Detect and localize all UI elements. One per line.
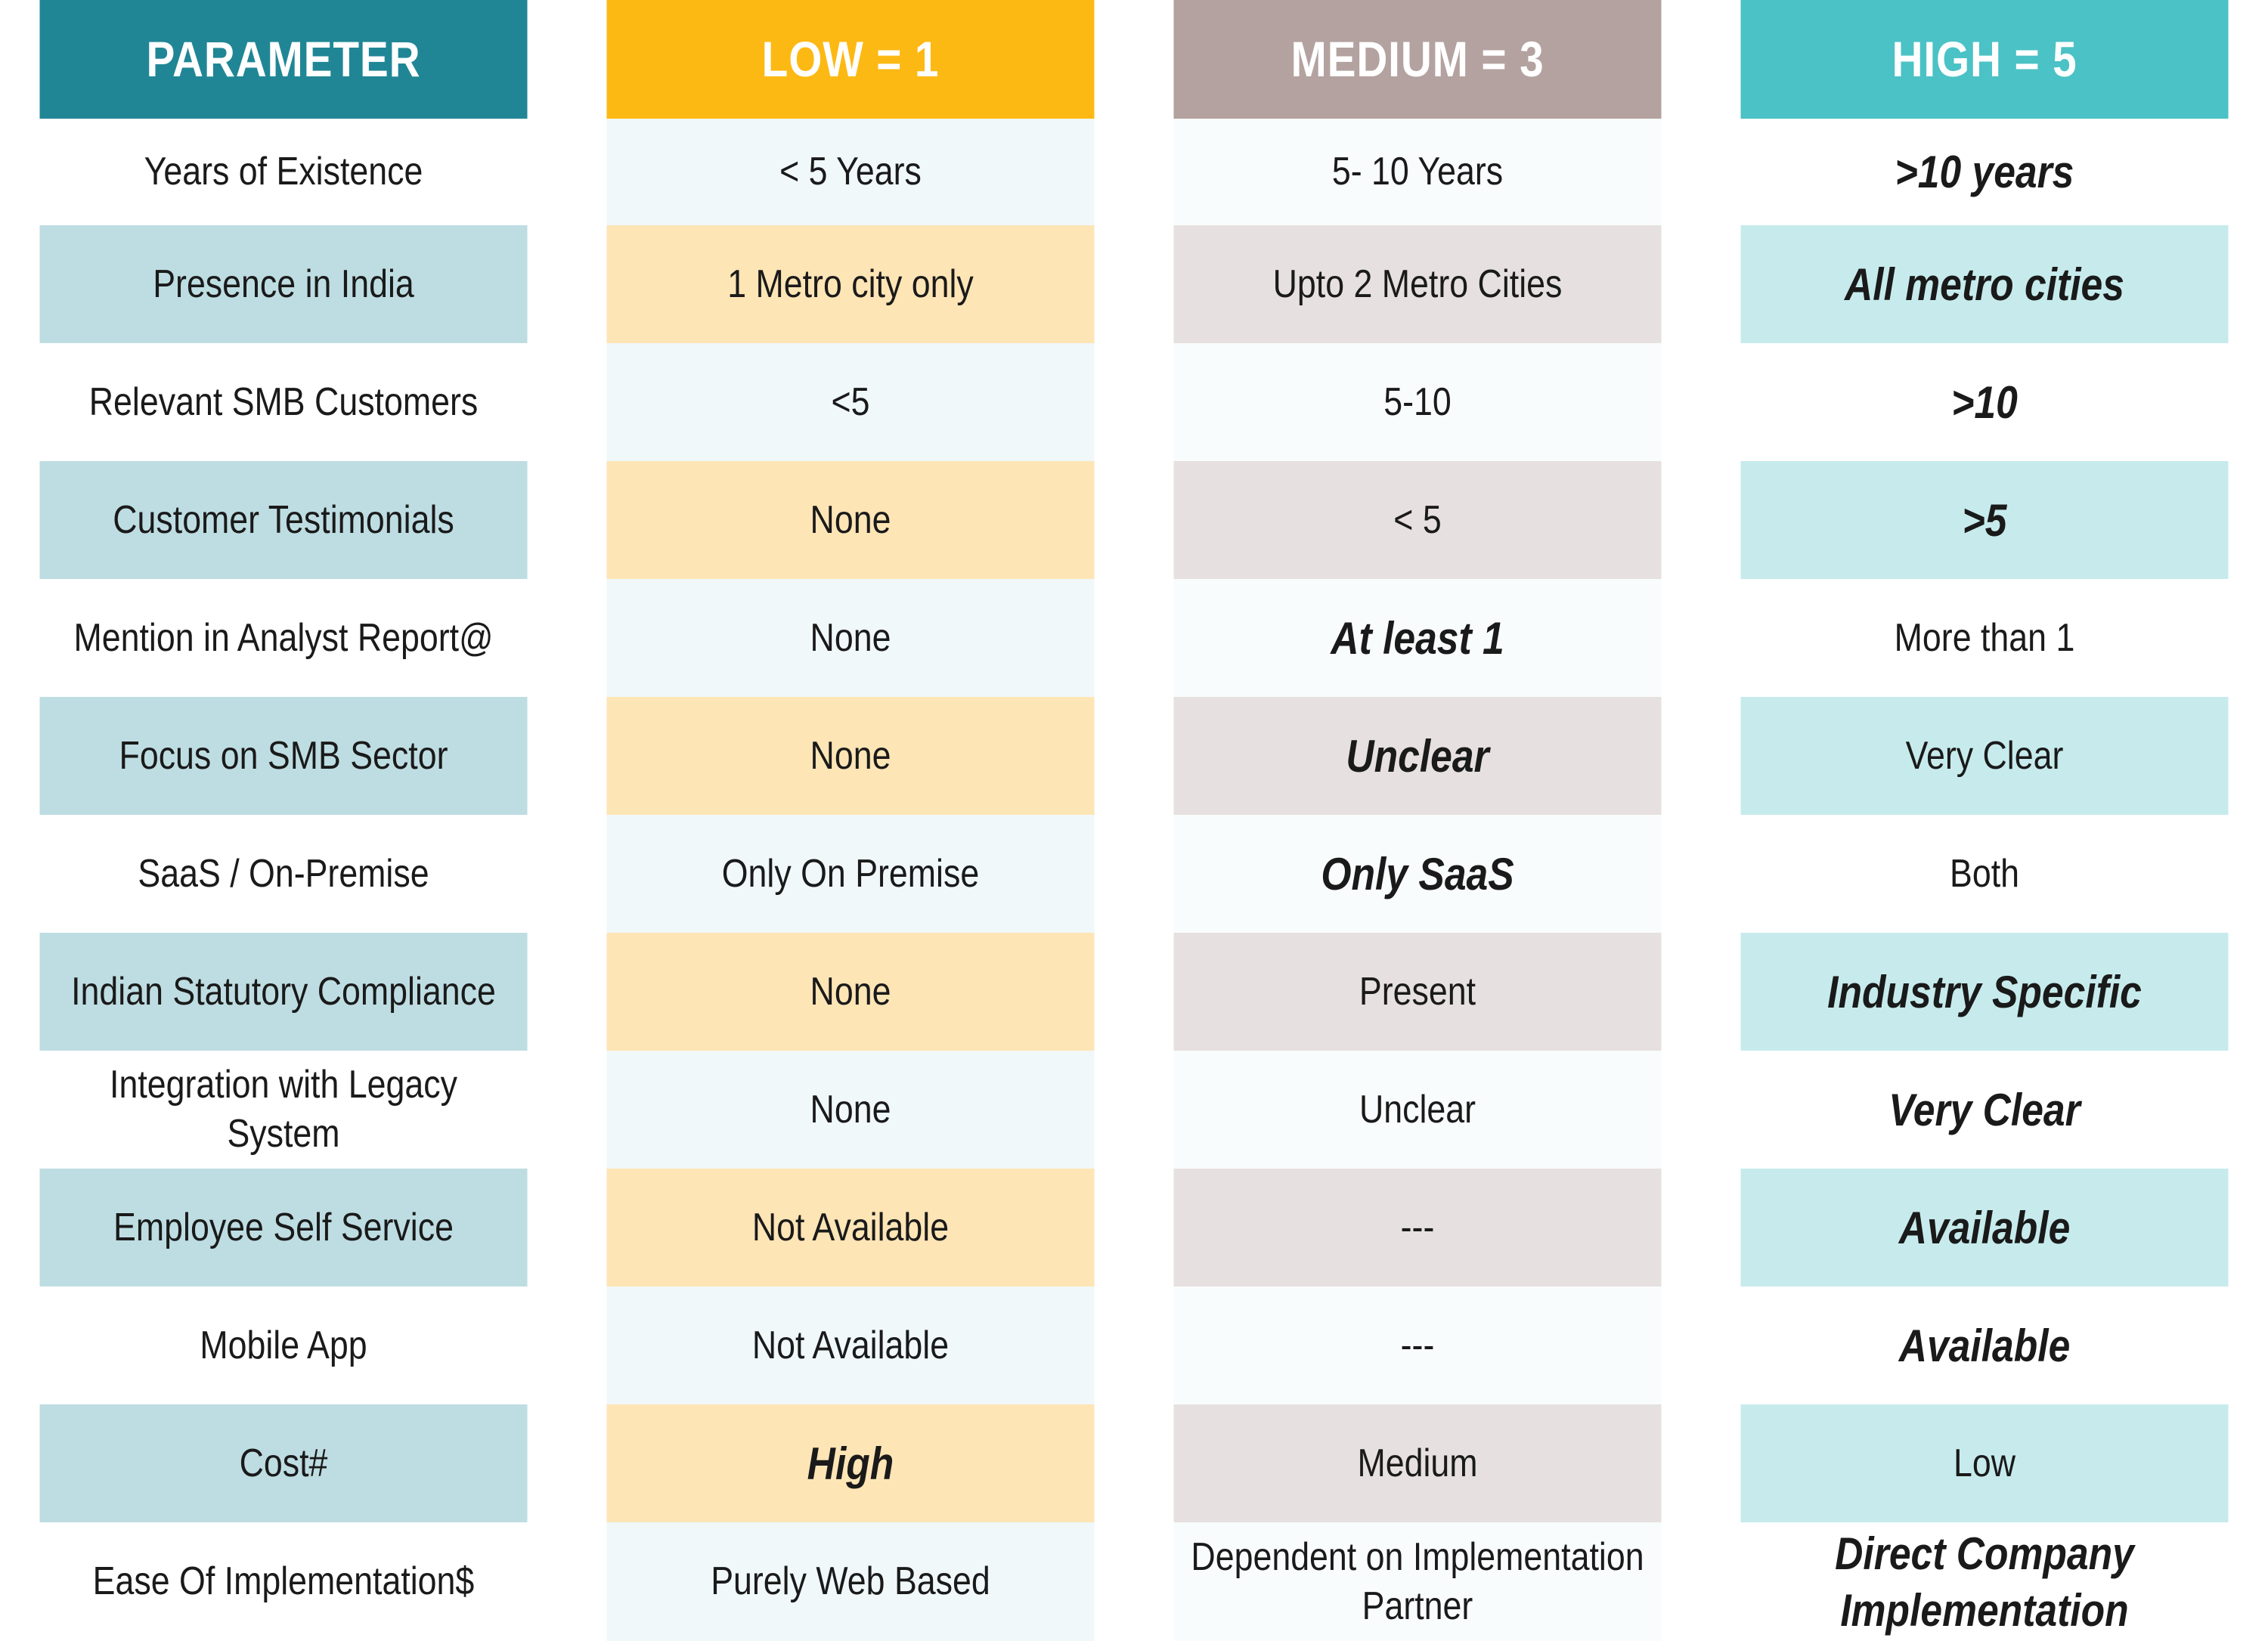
cell-low: < 5 Years	[606, 119, 1095, 225]
row-label: SaaS / On-Premise	[39, 815, 528, 933]
cell-medium: < 5	[1173, 461, 1662, 579]
cell-medium: Medium	[1173, 1404, 1662, 1522]
cell-high: Available	[1740, 1169, 2229, 1286]
row-label: Integration with Legacy System	[39, 1051, 528, 1169]
header-medium: MEDIUM = 3	[1173, 0, 1662, 119]
cell-high: >5	[1740, 461, 2229, 579]
row-label: Indian Statutory Compliance	[39, 933, 528, 1051]
cell-medium: Present	[1173, 933, 1662, 1051]
row-label: Years of Existence	[39, 119, 528, 225]
cell-medium: ---	[1173, 1169, 1662, 1286]
cell-high: All metro cities	[1740, 225, 2229, 343]
cell-high: Both	[1740, 815, 2229, 933]
cell-medium: Only SaaS	[1173, 815, 1662, 933]
cell-low: Not Available	[606, 1169, 1095, 1286]
cell-high: Direct Company Implementation	[1740, 1522, 2229, 1641]
cell-medium: At least 1	[1173, 579, 1662, 697]
cell-medium: Upto 2 Metro Cities	[1173, 225, 1662, 343]
cell-medium: Unclear	[1173, 1051, 1662, 1169]
cell-medium: 5-10	[1173, 343, 1662, 461]
cell-medium: Dependent on Implementation Partner	[1173, 1522, 1662, 1641]
row-label: Employee Self Service	[39, 1169, 528, 1286]
cell-low: Only On Premise	[606, 815, 1095, 933]
cell-medium: Unclear	[1173, 697, 1662, 815]
cell-low: None	[606, 579, 1095, 697]
cell-low: <5	[606, 343, 1095, 461]
header-parameter: PARAMETER	[39, 0, 528, 119]
cell-low: None	[606, 697, 1095, 815]
cell-high: Very Clear	[1740, 697, 2229, 815]
cell-high: Industry Specific	[1740, 933, 2229, 1051]
row-label: Mobile App	[39, 1286, 528, 1404]
row-label: Relevant SMB Customers	[39, 343, 528, 461]
cell-low: None	[606, 933, 1095, 1051]
cell-high: >10 years	[1740, 119, 2229, 225]
row-label: Customer Testimonials	[39, 461, 528, 579]
cell-low: High	[606, 1404, 1095, 1522]
header-low: LOW = 1	[606, 0, 1095, 119]
cell-high: Available	[1740, 1286, 2229, 1404]
cell-low: Purely Web Based	[606, 1522, 1095, 1641]
cell-medium: ---	[1173, 1286, 1662, 1404]
cell-medium: 5- 10 Years	[1173, 119, 1662, 225]
row-label: Presence in India	[39, 225, 528, 343]
cell-low: Not Available	[606, 1286, 1095, 1404]
cell-low: None	[606, 461, 1095, 579]
row-label: Ease Of Implementation$	[39, 1522, 528, 1641]
row-label: Focus on SMB Sector	[39, 697, 528, 815]
cell-high: More than 1	[1740, 579, 2229, 697]
cell-low: None	[606, 1051, 1095, 1169]
row-label: Cost#	[39, 1404, 528, 1522]
row-label: Mention in Analyst Report@	[39, 579, 528, 697]
cell-high: >10	[1740, 343, 2229, 461]
cell-high: Very Clear	[1740, 1051, 2229, 1169]
cell-high: Low	[1740, 1404, 2229, 1522]
cell-low: 1 Metro city only	[606, 225, 1095, 343]
header-high: HIGH = 5	[1740, 0, 2229, 119]
